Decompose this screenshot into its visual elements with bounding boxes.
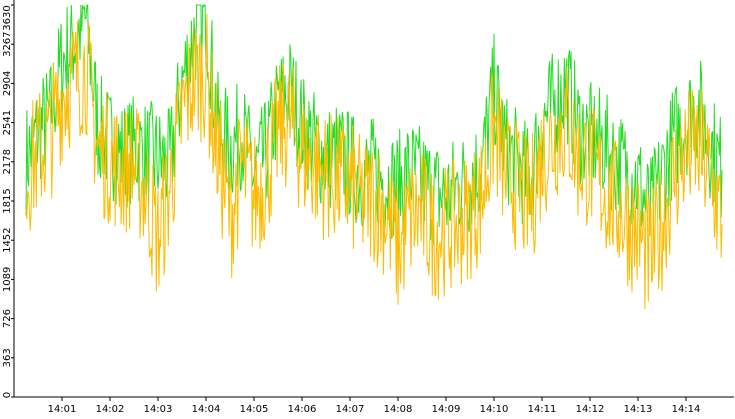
x-tick-label: 14:12 <box>576 404 605 415</box>
series-layer <box>25 4 723 310</box>
y-tick-label: 3267 <box>2 31 13 56</box>
series-line-2 <box>25 13 723 310</box>
series-line-1 <box>25 4 723 245</box>
axis-layer <box>13 0 734 398</box>
x-tick-label: 14:02 <box>96 404 125 415</box>
y-tick-label: 1452 <box>2 227 13 252</box>
y-tick-label: 1815 <box>2 188 13 213</box>
x-tick-label: 14:01 <box>48 404 77 415</box>
x-tick-label: 14:08 <box>384 404 413 415</box>
y-tick-label: 2904 <box>2 71 13 96</box>
x-tick-label: 14:05 <box>240 404 269 415</box>
y-tick-label: 2178 <box>2 149 13 174</box>
x-tick-layer: 14:01 14:02 14:03 14:04 14:05 14:06 14:07 14:08… <box>48 397 701 415</box>
y-tick-label: 363 <box>2 348 13 367</box>
x-tick-label: 14:13 <box>624 404 653 415</box>
x-tick-label: 14:04 <box>192 404 221 415</box>
x-tick-label: 14:07 <box>336 404 365 415</box>
y-tick-label: 2541 <box>2 110 13 135</box>
x-tick-label: 14:11 <box>528 404 557 415</box>
y-tick-label: 726 <box>2 309 13 328</box>
x-tick-label: 14:09 <box>432 404 461 415</box>
x-tick-label: 14:03 <box>144 404 173 415</box>
x-tick-label: 14:10 <box>480 404 509 415</box>
x-tick-label: 14:14 <box>672 404 701 415</box>
y-tick-label: 3630 <box>2 5 13 30</box>
y-tick-label: 0 <box>2 392 13 398</box>
x-tick-label: 14:06 <box>288 404 317 415</box>
y-tick-label: 1089 <box>2 267 13 292</box>
